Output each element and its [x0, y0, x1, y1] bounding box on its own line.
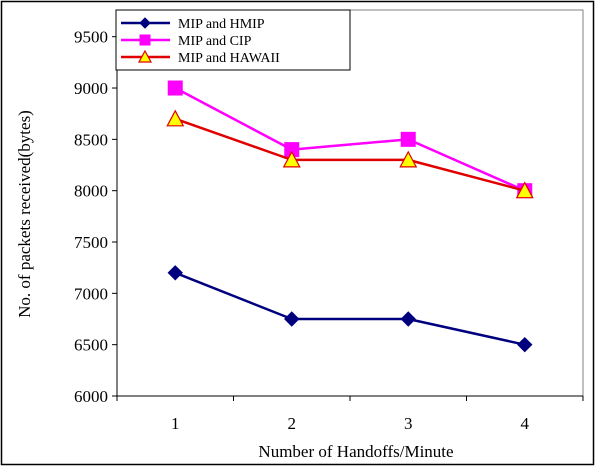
y-tick-label: 6000 — [74, 387, 108, 406]
data-point — [515, 181, 534, 199]
data-point — [282, 150, 301, 168]
y-tick-label: 6500 — [74, 336, 108, 355]
y-tick-label: 8000 — [74, 182, 108, 201]
data-point — [167, 80, 183, 96]
y-tick-label: 7500 — [74, 233, 108, 252]
legend-label: MIP and CIP — [178, 34, 252, 49]
series-line — [174, 86, 526, 192]
legend-label: MIP and HAWAII — [178, 51, 280, 66]
y-tick-label: 7000 — [74, 284, 108, 303]
legend-item: MIP and HMIP — [121, 17, 265, 32]
y-tick-label: 9500 — [74, 28, 108, 47]
legend-marker — [139, 17, 151, 29]
y-tick-label: 9000 — [74, 79, 108, 98]
series-3 — [166, 109, 534, 199]
series-1 — [167, 265, 533, 353]
series-line — [174, 271, 526, 346]
data-point — [400, 131, 416, 147]
plot-area — [116, 9, 584, 397]
legend-item: MIP and HAWAII — [121, 49, 280, 66]
y-axis-title: No. of packets received(bytes) — [15, 110, 34, 318]
legend-marker — [137, 49, 153, 63]
data-point — [166, 109, 185, 127]
x-tick-label: 3 — [404, 414, 413, 433]
x-axis-title: Number of Handoffs/Minute — [258, 442, 453, 461]
axes: 6000 6500 7000 7500 8000 8500 9000 9500 1 2 3 4 — [74, 10, 584, 433]
legend: MIP and HMIP MIP and CIP MIP and HAWAII — [115, 9, 351, 71]
data-point — [400, 311, 416, 327]
series-layer — [166, 80, 534, 353]
legend-marker — [139, 34, 151, 46]
y-tick-label: 8500 — [74, 130, 108, 149]
data-point — [399, 150, 418, 168]
legend-item: MIP and CIP — [121, 34, 252, 49]
x-tick-label: 1 — [171, 414, 180, 433]
x-tick-label: 4 — [521, 414, 530, 433]
series-line — [174, 117, 526, 192]
data-point — [517, 336, 533, 353]
data-point — [284, 311, 300, 327]
legend-label: MIP and HMIP — [178, 17, 265, 32]
x-tick-label: 2 — [288, 414, 297, 433]
data-point — [167, 265, 183, 281]
